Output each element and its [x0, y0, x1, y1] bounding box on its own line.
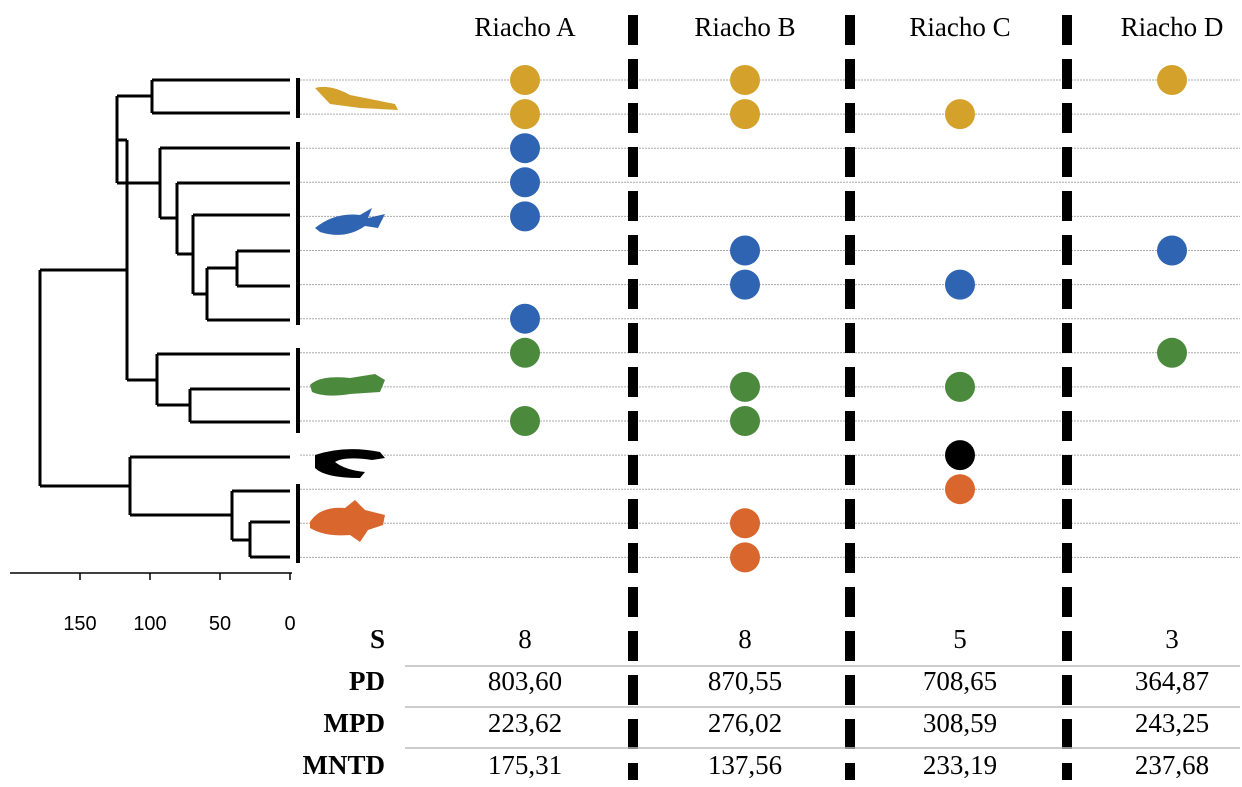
column-header: Riacho B	[694, 12, 795, 42]
column-header: Riacho C	[909, 12, 1010, 42]
metric-value: 137,56	[708, 750, 782, 780]
metric-value: 870,55	[708, 666, 782, 696]
presence-dot	[510, 406, 540, 436]
presence-dot	[730, 270, 760, 300]
metric-value: 5	[953, 624, 967, 654]
metric-value: 308,59	[923, 708, 997, 738]
metric-value: 237,68	[1135, 750, 1209, 780]
presence-dot	[945, 99, 975, 129]
metric-value: 708,65	[923, 666, 997, 696]
presence-dot	[730, 508, 760, 538]
metric-label: MPD	[324, 708, 385, 738]
metric-value: 8	[738, 624, 752, 654]
tick-label: 0	[284, 613, 295, 635]
silhouettes	[310, 87, 398, 542]
presence-dot	[730, 65, 760, 95]
presence-dot	[510, 99, 540, 129]
metric-label: MNTD	[303, 750, 386, 780]
metric-value: 8	[518, 624, 532, 654]
presence-dot	[945, 474, 975, 504]
presence-dot	[730, 236, 760, 266]
tick-label: 50	[209, 613, 231, 635]
presence-dot	[730, 406, 760, 436]
tick-label: 150	[63, 613, 96, 635]
presence-dot	[1157, 236, 1187, 266]
figure: 150 100 50 0 Riacho A Riacho B Riacho C Riacho …	[0, 0, 1242, 787]
metric-label: S	[370, 624, 385, 654]
presence-dot	[730, 372, 760, 402]
metric-value: 364,87	[1135, 666, 1209, 696]
presence-dot	[510, 201, 540, 231]
phylogeny	[40, 80, 290, 557]
presence-dot	[945, 372, 975, 402]
metric-value: 233,19	[923, 750, 997, 780]
presence-dot	[1157, 338, 1187, 368]
metric-value: 175,31	[488, 750, 562, 780]
column-header: Riacho D	[1121, 12, 1224, 42]
presence-dot	[945, 440, 975, 470]
tick-label: 100	[133, 613, 166, 635]
metric-value: 803,60	[488, 666, 562, 696]
presence-dot	[510, 65, 540, 95]
metric-value: 3	[1165, 624, 1179, 654]
metric-value: 243,25	[1135, 708, 1209, 738]
presence-dot	[730, 542, 760, 572]
metric-value: 276,02	[708, 708, 782, 738]
presence-dot	[510, 167, 540, 197]
presence-dot	[730, 99, 760, 129]
presence-dot	[1157, 65, 1187, 95]
presence-dot	[945, 270, 975, 300]
presence-dot	[510, 304, 540, 334]
metric-value: 223,62	[488, 708, 562, 738]
presence-dot	[510, 133, 540, 163]
column-header: Riacho A	[474, 12, 576, 42]
metric-label: PD	[349, 666, 385, 696]
presence-dot	[510, 338, 540, 368]
